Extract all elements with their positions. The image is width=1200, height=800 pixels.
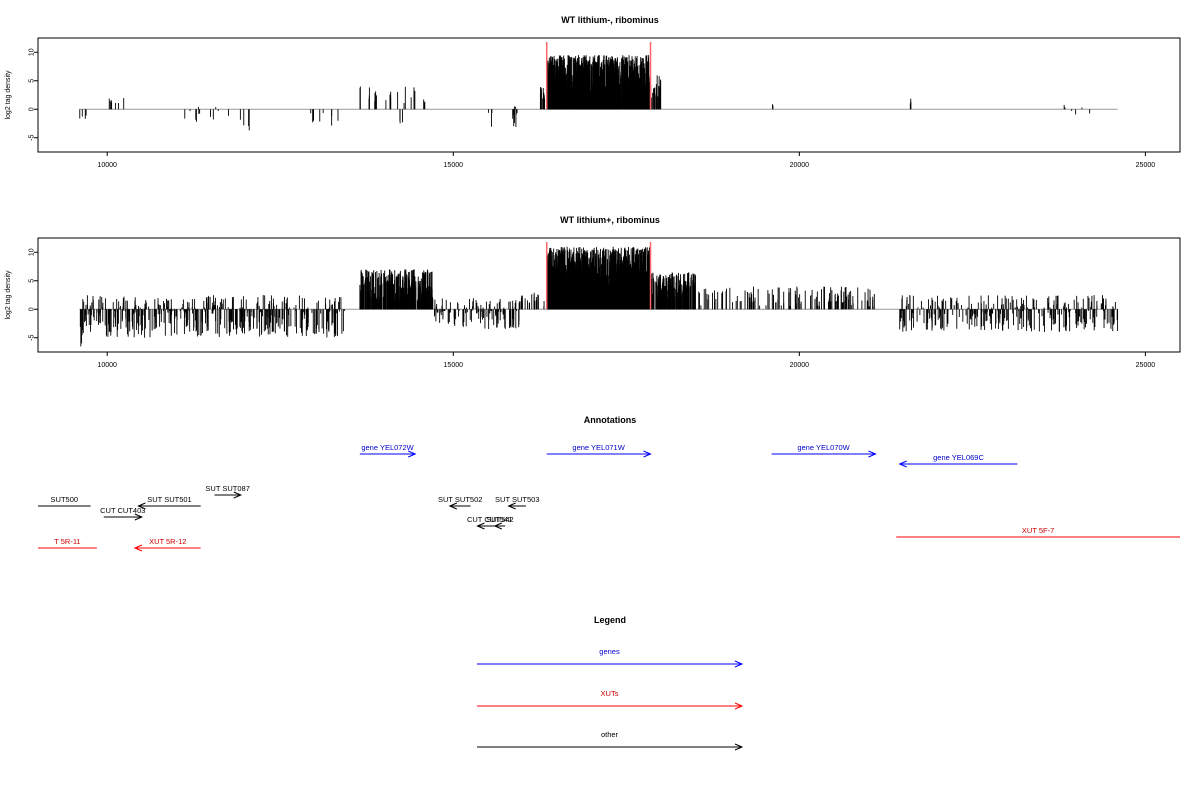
arrow-head	[133, 544, 143, 552]
annotation-feature: SUT SUT503	[495, 495, 540, 510]
y-tick-label: 5	[29, 79, 36, 83]
y-tick-label: -5	[29, 135, 36, 141]
annotation-feature: gene YEL070W	[771, 443, 877, 458]
arrow-head	[507, 502, 516, 510]
y-tick-label: 5	[29, 279, 36, 283]
plot-title: WT lithium+, ribominus	[560, 215, 660, 225]
legend-entry: other	[477, 730, 744, 751]
y-axis-label: log2 tag density	[5, 270, 12, 320]
bar-series	[79, 241, 1119, 347]
arrow-head	[734, 702, 744, 710]
annotation-track: gene YEL072W gene YEL071W gene YEL070W gene…	[38, 443, 1180, 552]
x-tick-label: 25000	[1136, 162, 1156, 169]
arrow-head	[134, 513, 144, 521]
x-tick-label: 25000	[1136, 362, 1156, 369]
y-tick-label: 10	[29, 48, 36, 56]
legend-entry: genes	[477, 647, 744, 668]
arrow-head	[493, 522, 502, 530]
annotation-feature: SUT SUT502	[438, 495, 482, 510]
annotation-feature: SUT SUT501	[137, 495, 201, 510]
y-tick-label: 0	[29, 307, 36, 311]
y-axis: -5 0 5 10	[29, 248, 38, 341]
feature-label: SUT500	[51, 495, 79, 504]
feature-label: SUT542	[486, 515, 514, 524]
plot-frame	[37, 237, 1181, 353]
annotation-feature: gene YEL069C	[898, 453, 1018, 468]
x-axis: 10000 15000 20000 25000	[97, 152, 1155, 169]
annotation-feature: SUT500	[38, 495, 91, 507]
legend: genes XUTs other	[477, 647, 744, 751]
legend-label: XUTs	[601, 689, 619, 698]
feature-label: SUT SUT502	[438, 495, 482, 504]
legend-entry: XUTs	[477, 689, 744, 710]
arrow-head	[137, 502, 146, 510]
x-tick-label: 10000	[97, 162, 117, 169]
arrow-head	[643, 450, 652, 458]
x-tick-label: 10000	[97, 362, 117, 369]
annotation-feature: SUT542	[486, 515, 514, 530]
annotation-feature: SUT SUT087	[205, 484, 250, 499]
y-tick-label: 10	[29, 248, 36, 256]
feature-label: CUT CUT541	[467, 515, 512, 524]
bar-series	[79, 41, 1118, 131]
plot-panel-lithium-plus: WT lithium+, ribominus -5 0 5 10 10000 15000…	[5, 215, 1181, 369]
legend-title: Legend	[594, 615, 626, 625]
y-axis: -5 0 5 10	[29, 48, 38, 141]
plot-frame	[37, 37, 1181, 153]
arrow-head	[408, 450, 417, 458]
feature-label: gene YEL069C	[933, 453, 984, 462]
arrow-head	[476, 522, 485, 530]
arrow-head	[734, 660, 744, 668]
plot-panel-lithium-minus: WT lithium-, ribominus -5 0 5 10 10000 15000…	[5, 15, 1181, 169]
feature-label: XUT 5R-12	[149, 537, 186, 546]
x-axis: 10000 15000 20000 25000	[97, 352, 1155, 369]
feature-label: SUT SUT503	[495, 495, 539, 504]
feature-label: gene YEL072W	[361, 443, 414, 452]
feature-label: gene YEL070W	[797, 443, 850, 452]
legend-label: other	[601, 730, 619, 739]
feature-label: XUT 5F-7	[1022, 526, 1054, 535]
x-tick-label: 15000	[444, 362, 464, 369]
y-axis-label: log2 tag density	[5, 70, 12, 120]
plot-title: WT lithium-, ribominus	[561, 15, 659, 25]
arrow-head	[233, 491, 243, 499]
arrow-head	[898, 460, 907, 468]
arrow-head	[734, 743, 744, 751]
y-tick-label: -5	[29, 335, 36, 341]
annotation-feature: T 5R-11	[38, 537, 97, 549]
arrow-head	[868, 450, 877, 458]
x-tick-label: 15000	[444, 162, 464, 169]
feature-label: gene YEL071W	[572, 443, 625, 452]
feature-label: CUT CUT403	[100, 506, 145, 515]
annotations-title: Annotations	[584, 415, 637, 425]
annotation-feature: XUT 5F-7	[896, 526, 1180, 538]
annotation-feature: gene YEL072W	[359, 443, 417, 458]
x-tick-label: 20000	[790, 362, 810, 369]
arrow-head	[448, 502, 458, 510]
feature-label: SUT SUT087	[205, 484, 249, 493]
feature-label: T 5R-11	[54, 537, 80, 546]
annotation-feature: XUT 5R-12	[133, 537, 201, 552]
x-tick-label: 20000	[790, 162, 810, 169]
y-tick-label: 0	[29, 107, 36, 111]
legend-label: genes	[599, 647, 620, 656]
annotation-feature: gene YEL071W	[546, 443, 652, 458]
feature-label: SUT SUT501	[147, 495, 191, 504]
annotation-feature: CUT CUT403	[100, 506, 145, 521]
